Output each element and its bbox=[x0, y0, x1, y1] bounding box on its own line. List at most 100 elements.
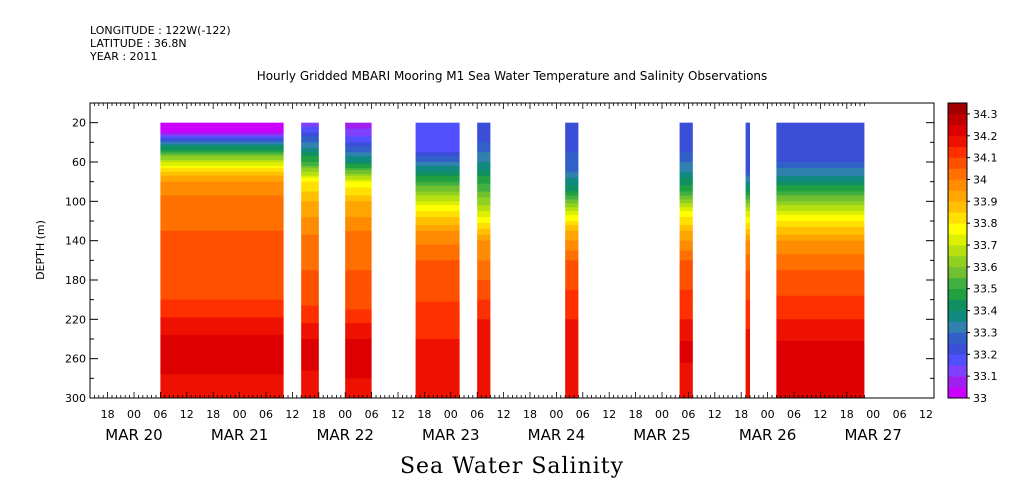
salinity-cell bbox=[160, 144, 284, 147]
salinity-cell bbox=[301, 211, 319, 214]
salinity-cell bbox=[345, 230, 372, 234]
salinity-cell bbox=[745, 181, 750, 185]
salinity-cell bbox=[301, 315, 319, 318]
salinity-cell bbox=[477, 260, 491, 263]
salinity-cell bbox=[477, 126, 491, 129]
salinity-cell bbox=[160, 281, 284, 285]
x-hour-label: 12 bbox=[391, 408, 405, 421]
salinity-cell bbox=[565, 370, 579, 373]
salinity-cell bbox=[345, 374, 372, 377]
salinity-cell bbox=[160, 321, 284, 324]
salinity-cell bbox=[565, 325, 579, 328]
salinity-cell bbox=[345, 392, 372, 395]
salinity-cell bbox=[477, 289, 491, 293]
x-hour-label: 18 bbox=[840, 408, 854, 421]
salinity-cell bbox=[745, 360, 750, 363]
salinity-cell bbox=[477, 226, 491, 230]
salinity-cell bbox=[345, 280, 372, 283]
salinity-cell bbox=[565, 219, 579, 222]
salinity-cell bbox=[301, 158, 319, 161]
salinity-cell bbox=[345, 333, 372, 336]
salinity-cell bbox=[745, 295, 750, 299]
salinity-cell bbox=[776, 342, 865, 346]
salinity-cell bbox=[679, 234, 693, 238]
salinity-segment bbox=[477, 122, 491, 399]
salinity-cell bbox=[477, 230, 491, 234]
salinity-cell bbox=[776, 297, 865, 301]
salinity-cell bbox=[415, 295, 460, 299]
salinity-cell bbox=[565, 173, 579, 177]
salinity-cell bbox=[745, 362, 750, 365]
salinity-cell bbox=[745, 376, 750, 379]
salinity-cell bbox=[679, 240, 693, 244]
salinity-cell bbox=[477, 372, 491, 375]
salinity-cell bbox=[679, 350, 693, 354]
salinity-cell bbox=[301, 378, 319, 381]
salinity-cell bbox=[679, 388, 693, 391]
salinity-cell bbox=[301, 350, 319, 354]
salinity-cell bbox=[160, 352, 284, 356]
salinity-cell bbox=[776, 323, 865, 326]
salinity-cell bbox=[477, 167, 491, 171]
salinity-cell bbox=[477, 319, 491, 322]
salinity-cell bbox=[345, 191, 372, 194]
salinity-cell bbox=[345, 323, 372, 326]
salinity-cell bbox=[679, 199, 693, 202]
salinity-cell bbox=[477, 232, 491, 236]
salinity-cell bbox=[160, 331, 284, 334]
salinity-cell bbox=[345, 307, 372, 310]
salinity-cell bbox=[477, 187, 491, 190]
salinity-cell bbox=[679, 126, 693, 129]
salinity-cell bbox=[160, 213, 284, 216]
colorbar-swatch bbox=[948, 343, 967, 355]
salinity-cell bbox=[679, 152, 693, 155]
salinity-cell bbox=[745, 280, 750, 283]
salinity-cell bbox=[477, 335, 491, 338]
salinity-cell bbox=[679, 315, 693, 318]
salinity-cell bbox=[565, 374, 579, 377]
salinity-cell bbox=[679, 183, 693, 186]
salinity-cell bbox=[345, 179, 372, 183]
x-hour-label: 12 bbox=[285, 408, 299, 421]
y-tick-label: 260 bbox=[65, 353, 86, 366]
salinity-cell bbox=[679, 211, 693, 214]
salinity-cell bbox=[745, 250, 750, 253]
salinity-cell bbox=[477, 268, 491, 271]
salinity-cell bbox=[745, 303, 750, 306]
salinity-cell bbox=[565, 207, 579, 210]
salinity-cell bbox=[565, 268, 579, 271]
salinity-cell bbox=[745, 364, 750, 367]
salinity-cell bbox=[565, 122, 579, 126]
salinity-cell bbox=[776, 307, 865, 310]
salinity-cell bbox=[565, 266, 579, 269]
salinity-cell bbox=[776, 207, 865, 210]
salinity-cell bbox=[776, 248, 865, 251]
salinity-cell bbox=[301, 323, 319, 326]
salinity-cell bbox=[776, 317, 865, 320]
salinity-cell bbox=[565, 372, 579, 375]
salinity-cell bbox=[415, 167, 460, 171]
salinity-cell bbox=[745, 158, 750, 161]
salinity-cell bbox=[477, 360, 491, 363]
salinity-cell bbox=[415, 236, 460, 240]
salinity-cell bbox=[565, 138, 579, 141]
salinity-cell bbox=[776, 354, 865, 358]
salinity-cell bbox=[477, 394, 491, 397]
salinity-cell bbox=[565, 260, 579, 263]
salinity-cell bbox=[745, 134, 750, 137]
salinity-cell bbox=[776, 254, 865, 257]
salinity-cell bbox=[301, 329, 319, 332]
salinity-cell bbox=[745, 209, 750, 212]
salinity-cell bbox=[679, 362, 693, 365]
salinity-cell bbox=[345, 256, 372, 259]
salinity-cell bbox=[776, 368, 865, 371]
salinity-cell bbox=[345, 319, 372, 322]
salinity-cell bbox=[745, 205, 750, 208]
salinity-cell bbox=[415, 335, 460, 338]
salinity-cell bbox=[301, 136, 319, 139]
salinity-cell bbox=[160, 260, 284, 263]
salinity-cell bbox=[679, 360, 693, 363]
salinity-cell bbox=[160, 232, 284, 236]
salinity-cell bbox=[345, 232, 372, 236]
salinity-cell bbox=[301, 167, 319, 171]
